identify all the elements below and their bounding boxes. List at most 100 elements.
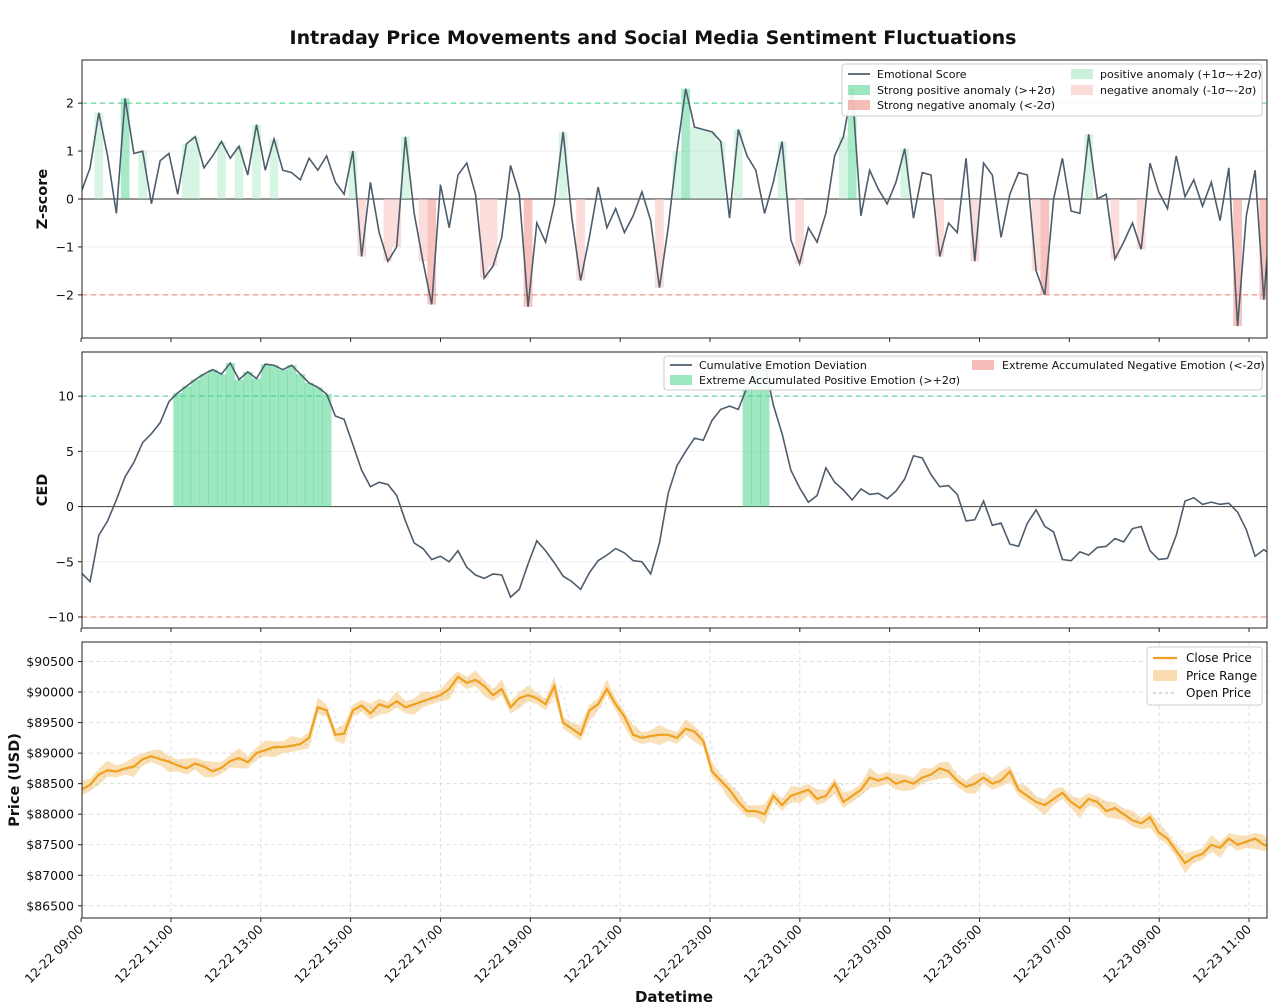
positive-anomaly-bar [558,131,568,199]
positive-anomaly-bar [777,141,787,199]
extreme-positive-area [322,393,332,507]
y-tick-label: −1 [56,239,74,254]
negative-anomaly-bar [383,199,393,262]
positive-anomaly-bar [269,139,279,199]
extreme-positive-area [208,369,218,507]
legend-entry: positive anomaly (+1σ~+2σ) [1100,68,1262,81]
y-tick-label: 0 [66,499,74,514]
strong-positive-anomaly-bar [847,88,857,199]
legend-entry: Extreme Accumulated Positive Emotion (>+… [699,374,960,387]
y-tick-label: $89000 [26,746,74,761]
y-tick-label: $88000 [26,807,74,822]
close-price-line [82,675,1267,865]
x-axis-label: Datetime [635,988,713,1006]
legend-swatch-patch [848,85,870,95]
legend-box [841,63,1263,117]
open-price-line [82,676,1267,864]
extreme-positive-area [199,374,209,507]
positive-anomaly-bar [138,151,148,199]
positive-anomaly-bar [698,129,708,199]
y-tick-label: $87000 [26,868,74,883]
positive-anomaly-bar [716,141,726,199]
y-tick-label: $89500 [26,715,74,730]
legend-swatch-patch [1071,85,1093,95]
y-tick-label: 1 [66,144,74,159]
extreme-positive-area [173,392,183,507]
legend: Cumulative Emotion Deviation Extreme Accu… [663,355,1265,391]
y-axis-label: Price (USD) [7,733,23,827]
legend-entry: negative anomaly (-1σ~-2σ) [1100,84,1256,97]
extreme-positive-area [760,363,770,507]
y-tick-label: $88500 [26,776,74,791]
y-axis-label: CED [35,474,51,507]
y-tick-label: $90000 [26,685,74,700]
positive-anomaly-bar [94,112,104,199]
legend-box [1146,646,1263,706]
y-tick-label: −5 [56,554,74,569]
legend-entry: Cumulative Emotion Deviation [699,359,867,372]
legend-entry: Close Price [1186,651,1252,665]
y-axis-label: Z-score [35,169,51,230]
y-tick-label: 5 [66,444,74,459]
negative-anomaly-bar [392,199,402,247]
strong-negative-anomaly-bar [1259,199,1267,300]
positive-anomaly-bar [839,136,848,199]
panel-top: 2 1 0 −1 −2 Z-score Emotional Score Strong posi… [35,59,1268,342]
strong-negative-anomaly-bar [523,199,533,307]
extreme-positive-area [260,364,271,507]
legend-swatch-patch [972,360,994,370]
extreme-positive-area [225,363,236,507]
panel-frame [81,641,1268,919]
strong-positive-anomaly-bar [681,88,691,199]
negative-anomaly-bar [1136,199,1146,250]
negative-anomaly-bar [357,199,367,257]
extreme-positive-area [234,379,244,507]
negative-anomaly-bar [488,199,498,267]
legend: Close Price Price Range Open Price [1146,646,1263,706]
positive-anomaly-bar [900,148,910,199]
legend-entry: Strong positive anomaly (>+2σ) [877,84,1055,97]
extreme-positive-area [190,379,201,507]
legend-entry: Price Range [1186,669,1257,683]
ced-line [82,361,1267,599]
positive-anomaly-bar [252,124,261,199]
y-tick-label: 0 [66,192,74,207]
extreme-positive-area [295,374,306,507]
panel-frame [81,351,1268,629]
positive-anomaly-bar [234,146,244,199]
positive-anomaly-bar [401,136,410,199]
extreme-positive-area [243,371,253,507]
figure-title: Intraday Price Movements and Social Medi… [290,27,1017,49]
plot-area [82,361,1267,618]
legend-entry: Strong negative anomaly (<-2σ) [877,99,1055,112]
positive-anomaly-bar [348,151,358,199]
positive-anomaly-bar [190,136,200,199]
strong-negative-anomaly-bar [1040,199,1050,295]
negative-anomaly-bar [970,199,980,262]
negative-anomaly-bar [479,199,489,279]
y-tick-label: 2 [66,96,74,111]
extreme-positive-area [269,365,279,507]
legend: Emotional Score Strong positive anomaly (… [841,63,1263,117]
positive-anomaly-bar [217,141,226,199]
legend-swatch-patch [1153,670,1177,681]
negative-anomaly-bar [576,199,585,281]
y-tick-label: $87500 [26,837,74,852]
negative-anomaly-bar [418,199,428,262]
panel-middle: 10 5 0 −5 −10 CED Cumulative Emotion Deviation… [35,351,1268,632]
legend-entry: Open Price [1186,686,1251,700]
extreme-positive-area [278,369,288,507]
legend-entry: Extreme Accumulated Negative Emotion (<-… [1002,359,1265,372]
positive-anomaly-bar [707,131,717,199]
y-tick-label: $86500 [26,898,74,913]
extreme-positive-area [182,386,192,507]
y-tick-label: 10 [58,389,74,404]
negative-anomaly-bar [1031,199,1041,271]
strong-negative-anomaly-bar [1233,199,1242,327]
plot-area [82,88,1267,327]
positive-anomaly-bar [690,127,699,199]
y-tick-label: −2 [56,287,74,302]
extreme-positive-area [751,368,761,507]
extreme-positive-area [742,387,752,507]
